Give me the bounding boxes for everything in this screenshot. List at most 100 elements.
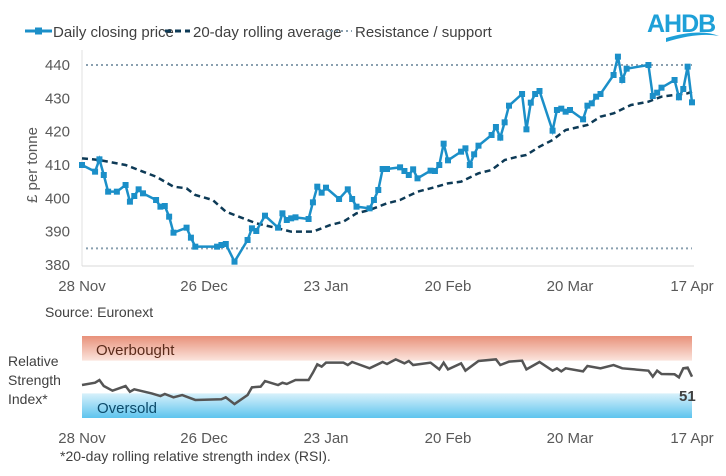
price-point <box>445 157 451 164</box>
price-point <box>397 164 404 171</box>
price-point <box>689 99 695 106</box>
rsi-label-line2: Strength <box>8 372 61 388</box>
price-point <box>183 224 190 231</box>
y-tick-label: 410 <box>45 157 70 174</box>
price-point <box>466 162 473 168</box>
price-point <box>157 203 164 210</box>
x-tick-label: 26 Dec <box>180 278 228 295</box>
price-point <box>436 162 443 168</box>
price-point <box>440 140 447 147</box>
footnote: *20-day rolling relative strength index … <box>60 448 331 464</box>
rsi-label-line3: Index* <box>8 391 48 407</box>
price-point <box>214 243 221 250</box>
rsi-series <box>81 357 694 406</box>
price-point <box>680 86 687 92</box>
price-point <box>344 186 351 193</box>
price-point <box>684 63 691 70</box>
price-point <box>619 77 626 83</box>
price-point <box>458 148 465 155</box>
price-point <box>92 168 99 175</box>
price-point <box>649 93 656 99</box>
oversold-label: Oversold <box>97 400 157 417</box>
price-point <box>170 229 177 236</box>
price-point <box>593 93 600 100</box>
price-point <box>471 151 478 158</box>
x-tick-label: 28 Nov <box>58 278 106 295</box>
price-point <box>588 100 595 107</box>
price-point <box>384 166 390 172</box>
price-point <box>248 225 255 232</box>
price-point <box>288 215 295 222</box>
x-tick-label: 20 Mar <box>547 278 594 295</box>
price-point <box>323 184 329 191</box>
price-point <box>153 197 160 203</box>
price-point <box>497 134 504 141</box>
price-point <box>427 167 434 174</box>
price-point <box>375 187 382 193</box>
rsi-last-value: 51 <box>679 388 696 405</box>
price-point <box>279 210 286 217</box>
price-point <box>318 189 325 196</box>
rsi-line <box>81 357 694 406</box>
rsi-bands: Overbought Oversold <box>82 336 692 418</box>
source-note: Source: Euronext <box>45 304 153 320</box>
price-point <box>675 94 682 101</box>
price-point <box>113 188 120 195</box>
price-point <box>353 203 360 210</box>
price-point <box>553 107 560 113</box>
price-point <box>100 172 107 178</box>
y-tick-label: 440 <box>45 57 70 74</box>
price-point <box>506 102 512 109</box>
x-axis-ticks-price: 28 Nov 26 Dec 23 Jan 20 Feb 20 Mar 17 Apr <box>58 278 713 295</box>
price-point <box>96 156 103 163</box>
x-tick-label: 17 Apr <box>670 278 713 295</box>
price-point <box>405 172 412 178</box>
price-point <box>567 107 573 113</box>
legend-label-average: 20-day rolling average <box>193 24 341 41</box>
price-point <box>558 105 565 112</box>
price-point <box>671 77 678 83</box>
price-point <box>492 124 499 130</box>
y-axis-ticks: 380 390 400 410 420 430 440 <box>45 57 70 274</box>
price-point <box>532 91 539 97</box>
price-point <box>135 186 142 193</box>
price-point <box>410 166 417 173</box>
x-tick-label: 28 Nov <box>58 430 106 447</box>
price-point <box>462 145 469 152</box>
ahdb-logo: AHDB <box>647 10 719 42</box>
y-tick-label: 430 <box>45 90 70 107</box>
legend: Daily closing price 20-day rolling avera… <box>25 24 493 41</box>
x-tick-label: 20 Mar <box>547 430 594 447</box>
price-point <box>305 216 312 222</box>
y-tick-label: 390 <box>45 224 70 241</box>
price-point <box>401 168 408 174</box>
legend-item-average: 20-day rolling average <box>165 24 341 41</box>
price-point <box>610 72 617 78</box>
price-point <box>126 198 133 205</box>
legend-label-resistance: Resistance / support <box>355 24 493 41</box>
y-tick-label: 380 <box>45 257 70 274</box>
x-tick-label: 20 Feb <box>425 278 472 295</box>
price-point <box>192 243 199 250</box>
x-tick-label: 23 Jan <box>303 430 348 447</box>
price-point <box>658 84 665 91</box>
x-tick-label: 26 Dec <box>180 430 228 447</box>
price-point <box>231 258 238 265</box>
price-point <box>166 213 173 220</box>
x-tick-label: 17 Apr <box>670 430 713 447</box>
x-tick-label: 20 Feb <box>425 430 472 447</box>
price-point <box>283 217 290 223</box>
price-point <box>187 234 194 241</box>
price-point <box>379 166 386 172</box>
price-point <box>79 162 85 168</box>
price-point <box>244 237 251 243</box>
y-tick-label: 420 <box>45 124 70 141</box>
price-point <box>654 89 661 96</box>
price-point <box>314 183 321 190</box>
price-point <box>536 88 543 94</box>
price-point <box>262 212 268 219</box>
rsi-label-line1: Relative <box>8 353 59 369</box>
resistance-support-lines <box>86 64 692 250</box>
x-axis-ticks-rsi: 28 Nov 26 Dec 23 Jan 20 Feb 20 Mar 17 Apr <box>58 430 713 447</box>
price-point <box>253 228 260 234</box>
